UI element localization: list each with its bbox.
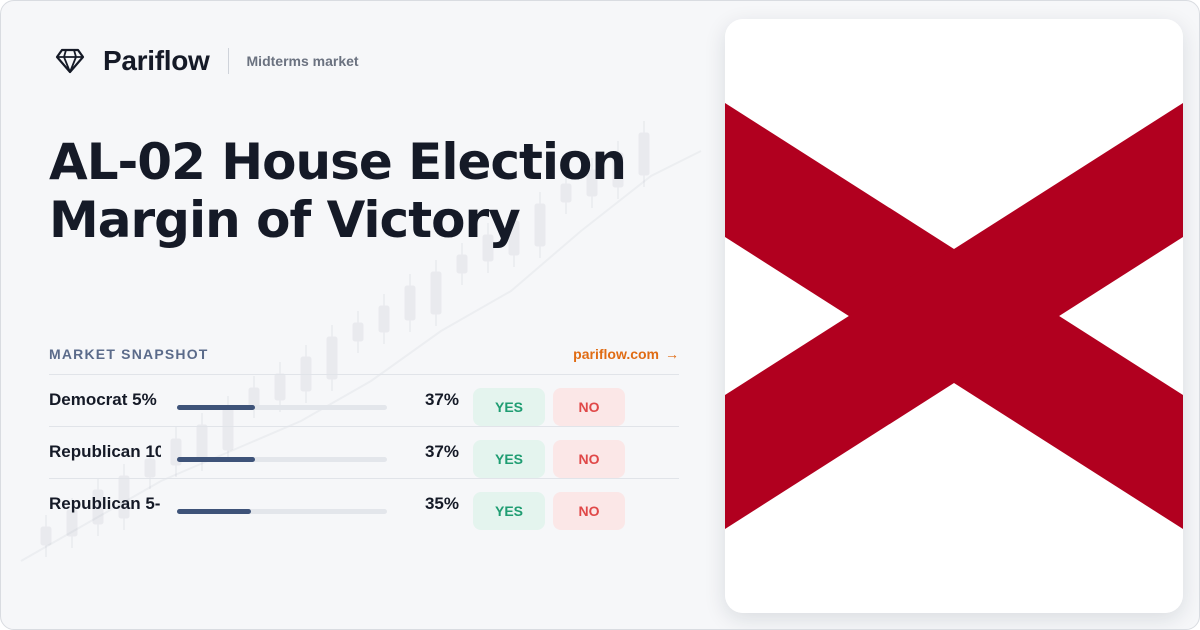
no-button[interactable]: NO [553,388,625,426]
market-snapshot-label: MARKET SNAPSHOT [49,346,209,362]
outcome-label: Republican 10 [49,442,161,461]
yes-button[interactable]: YES [473,388,545,426]
title-line-2: Margin of Victory [49,191,521,249]
outcome-percent: 37% [424,442,459,461]
site-link-text[interactable]: pariflow.com [573,346,659,362]
outcome-percent: 37% [424,390,459,409]
market-snapshot-header: MARKET SNAPSHOT pariflow.com → [49,346,679,366]
yes-button[interactable]: YES [473,492,545,530]
site-link[interactable]: pariflow.com → [573,346,679,362]
outcome-label: Republican 5- [49,494,161,513]
outcome-percent: 35% [424,494,459,513]
title-line-1: AL-02 House Election [49,133,627,191]
outcome-label: Democrat 5% [49,390,157,409]
flag-image-panel [725,19,1183,613]
page-title: AL-02 House Election Margin of Victory [49,133,689,249]
market-row: Republican 10 37% YES NO [49,426,679,478]
diamond-icon[interactable] [53,44,87,78]
alabama-flag-icon [725,19,1183,613]
arrow-right-icon[interactable]: → [665,346,679,362]
section-label: Midterms market [246,53,359,69]
probability-bar [177,405,387,410]
brand-divider [227,48,229,74]
yes-button[interactable]: YES [473,440,545,478]
probability-bar-fill [177,405,255,410]
brand-name[interactable]: Pariflow [103,45,210,76]
probability-bar [177,457,387,462]
no-button[interactable]: NO [553,492,625,530]
market-rows: Democrat 5% 37% YES NO Republican 10 37%… [49,374,679,530]
market-row: Democrat 5% 37% YES NO [49,374,679,426]
probability-bar [177,509,387,514]
market-row: Republican 5- 35% YES NO [49,478,679,530]
candlestick-background-graphic [20,121,702,562]
probability-bar-fill [177,457,255,462]
brand-header: Pariflow Midterms market [53,41,359,81]
probability-bar-fill [177,509,251,514]
no-button[interactable]: NO [553,440,625,478]
